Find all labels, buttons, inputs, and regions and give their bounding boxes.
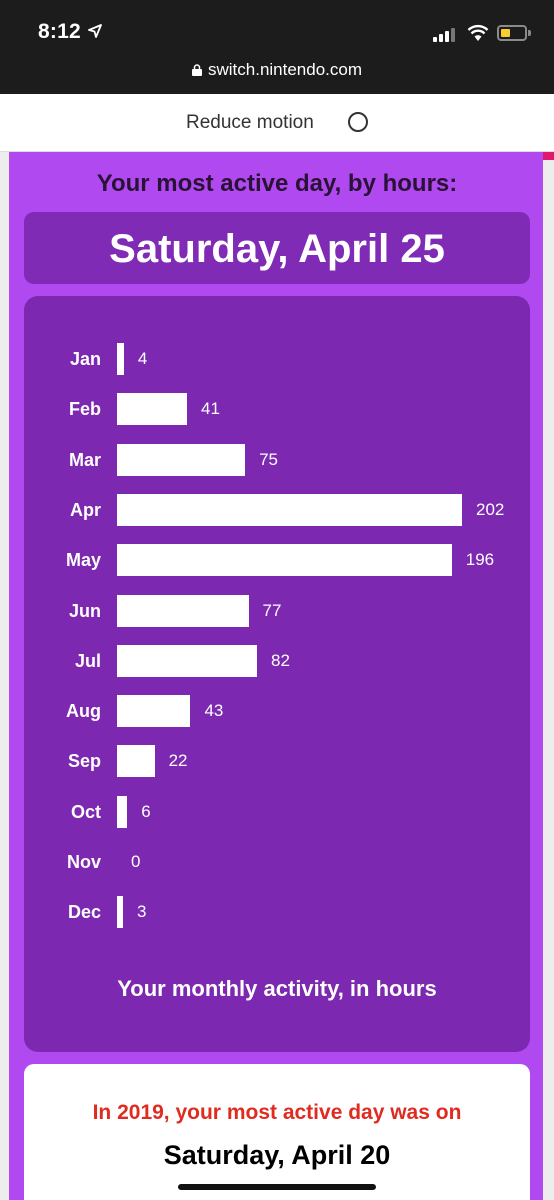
wifi-icon (467, 24, 489, 41)
month-label-aug: Aug (66, 701, 101, 722)
bar-oct (117, 795, 128, 828)
status-bar: 8:12 (0, 0, 554, 58)
month-label-jul: Jul (74, 650, 101, 671)
chart-title: Your monthly activity, in hours (117, 976, 437, 1001)
bar-apr (117, 493, 462, 526)
url-bar[interactable]: switch.nintendo.com (0, 58, 554, 94)
bar-value-may: 196 (465, 550, 495, 570)
bar-value-jun: 77 (262, 600, 282, 620)
battery-icon (497, 25, 527, 41)
bar-dec (117, 896, 123, 929)
signal-icon (433, 28, 459, 42)
monthly-chart (24, 296, 530, 1052)
url-text[interactable]: switch.nintendo.com (207, 60, 363, 79)
bar-value-oct: 6 (141, 801, 151, 821)
active-day-box: Saturday, April 25 (24, 212, 530, 284)
lock-icon (191, 64, 202, 76)
active-day-heading: Your most active day, by hours: (96, 170, 458, 197)
bar-value-mar: 75 (259, 449, 279, 469)
battery-tip (528, 30, 531, 36)
bar-value-sep: 22 (168, 751, 188, 771)
bar-jun (117, 594, 249, 627)
month-label-oct: Oct (70, 801, 101, 822)
bar-value-apr: 202 (476, 499, 505, 519)
month-label-apr: Apr (70, 499, 101, 520)
last-year-text: In 2019, your most active day was on (92, 1101, 462, 1124)
month-label-jan: Jan (69, 349, 101, 369)
bar-value-aug: 43 (204, 701, 224, 721)
bar-value-dec: 3 (137, 902, 147, 922)
bar-jan (117, 343, 124, 375)
month-label-feb: Feb (68, 399, 101, 420)
reduce-motion-label: Reduce motion (186, 112, 314, 133)
bar-value-jan: 4 (137, 349, 148, 368)
month-label-may: May (65, 550, 101, 571)
bar-jul (117, 644, 258, 677)
pink-edge (543, 152, 554, 160)
month-label-nov: Nov (66, 852, 101, 872)
bar-sep (117, 745, 155, 778)
reduce-motion-bar: Reduce motion (0, 94, 554, 152)
active-day-date: Saturday, April 25 (109, 227, 445, 271)
month-label-mar: Mar (68, 449, 101, 470)
location-arrow-icon (88, 24, 102, 38)
bar-value-nov: 0 (131, 852, 141, 871)
status-time: 8:12 (38, 20, 81, 43)
month-label-sep: Sep (67, 751, 101, 772)
bar-may (117, 544, 452, 577)
bar-value-jul: 82 (271, 650, 290, 670)
bar-mar (117, 443, 246, 476)
bar-value-feb: 41 (201, 399, 220, 419)
month-label-jun: Jun (68, 600, 101, 621)
bar-feb (117, 393, 188, 426)
last-year-date: Saturday, April 20 (163, 1140, 391, 1170)
bar-aug (117, 695, 191, 728)
reduce-motion-toggle[interactable] (348, 112, 368, 132)
month-label-dec: Dec (67, 902, 101, 923)
home-indicator (178, 1184, 376, 1190)
last-year-card (24, 1064, 530, 1200)
